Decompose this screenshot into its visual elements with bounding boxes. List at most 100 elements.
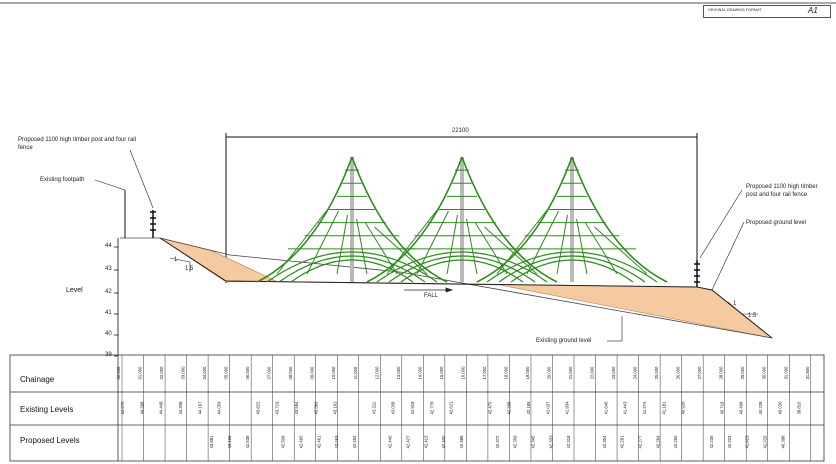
- chainage-value: 04.000: [202, 366, 207, 379]
- drawing-format-value: A1: [808, 6, 818, 15]
- net-arch: [400, 259, 524, 283]
- table-columns: 00.000 01.000 02.000 03.000 04.000 05.000 06.0…: [116, 355, 812, 461]
- net-mesh: [484, 226, 538, 275]
- climbing-net-structure: [256, 156, 668, 283]
- level-axis-label: Level: [66, 287, 83, 294]
- chainage-value: 30.000: [762, 366, 767, 379]
- proposed-level-value: 42.291: [620, 435, 625, 448]
- proposed-level-value: 42.264: [655, 435, 660, 448]
- proposed-ground-note: Proposed ground level: [746, 220, 807, 226]
- proposed-level-value: 42.461: [316, 435, 321, 448]
- proposed-level-value: 43.881: [209, 435, 214, 448]
- proposed-level-value: 42.304: [602, 435, 607, 448]
- net-arch: [266, 251, 438, 283]
- existing-level-value: 44.398: [139, 401, 144, 414]
- proposed-level-value: 42.538: [245, 435, 250, 448]
- existing-level-value: 43.822: [255, 401, 260, 414]
- slope-label-left: 1.5: [185, 266, 194, 272]
- existing-level-value: 43.058: [391, 401, 396, 414]
- net-arch: [388, 255, 536, 283]
- proposed-level-value: 42.250: [673, 435, 678, 448]
- net-mesh: [466, 218, 478, 275]
- chainage-value: 15.000: [439, 366, 444, 379]
- existing-level-value: 43.191: [333, 401, 338, 414]
- chainage-value: 00.000: [116, 366, 121, 379]
- existing-level-value: 42.621: [449, 401, 454, 414]
- chainage-value: 01.000: [138, 366, 143, 379]
- net-mesh: [386, 206, 440, 275]
- proposed-ground-leader: [711, 221, 745, 291]
- proposed-level-value: 42.463: [334, 435, 339, 448]
- proposed-level-value: 41.020: [762, 435, 767, 448]
- net-arch: [278, 255, 426, 283]
- existing-level-value: 41.274: [642, 401, 647, 414]
- chainage-value: 02.000: [159, 366, 164, 379]
- proposed-level-value: 42.454: [352, 435, 357, 448]
- chainage-value: 13.000: [396, 366, 401, 379]
- net-arch: [510, 259, 634, 283]
- footpath-note: Existing footpath: [40, 177, 85, 183]
- title-block: [703, 5, 831, 18]
- proposed-level-value: 42.508: [281, 435, 286, 448]
- chainage-value: 23.000: [611, 366, 616, 379]
- fence-right-leader: [699, 189, 743, 259]
- drawing-format-label: ORIGINAL DRAWING FORMAT: [708, 8, 762, 12]
- fence-right: [694, 260, 700, 287]
- slope-label-right: 1.5: [748, 313, 757, 319]
- chainage-value: 29.000: [740, 366, 745, 379]
- existing-level-value: 42.037: [545, 401, 550, 414]
- chainage-value: 03.000: [181, 366, 186, 379]
- proposed-level-value: 42.345: [530, 435, 535, 448]
- chainage-value: 17.000: [482, 366, 487, 379]
- slope-indicator-left: [169, 257, 191, 272]
- proposed-level-value: 42.465: [298, 435, 303, 448]
- net-mesh: [276, 206, 330, 275]
- existing-level-value: 40.498: [739, 401, 744, 414]
- chainage-value: 05.000: [224, 366, 229, 379]
- existing-level-value: 44.670: [120, 401, 125, 414]
- chainage-value: 16.000: [460, 366, 465, 379]
- chainage-value: 12.000: [374, 366, 379, 379]
- existing-level-value: 43.360: [313, 401, 318, 414]
- proposed-level-value: 42.440: [388, 435, 393, 448]
- net-mesh: [374, 226, 428, 275]
- existing-level-value: 42.185: [526, 401, 531, 414]
- footpath-leader: [94, 179, 126, 191]
- chainage-value: 26.000: [676, 366, 681, 379]
- net-mesh: [556, 214, 568, 275]
- proposed-level-value: 43.168: [227, 435, 232, 448]
- existing-level-value: 39.810: [797, 401, 802, 414]
- chainage-value: 11.000: [353, 366, 358, 379]
- chainage-value: 25.000: [654, 366, 659, 379]
- net-mesh: [356, 218, 368, 275]
- existing-level-value: 40.928: [681, 401, 686, 414]
- chainage-value: 31.800: [805, 366, 810, 379]
- existing-level-value: 43.719: [275, 401, 280, 414]
- row-label-existing: Existing Levels: [20, 405, 74, 414]
- existing-level-value: 40.718: [719, 401, 724, 414]
- level-tick: 42: [105, 289, 112, 295]
- net-arch: [498, 255, 646, 283]
- existing-level-value: 42.918: [410, 401, 415, 414]
- level-axis: [114, 238, 119, 357]
- proposed-level-value: 42.318: [566, 435, 571, 448]
- chainage-value: 06.000: [245, 366, 250, 379]
- proposed-level-value: 42.413: [423, 435, 428, 448]
- chainage-value: 31.000: [783, 366, 788, 379]
- proposed-level-value: 42.359: [513, 435, 518, 448]
- chainage-value: 27.000: [697, 366, 702, 379]
- existing-level-value: 43.594: [294, 401, 299, 414]
- fence-left: [150, 210, 156, 238]
- net-mesh: [526, 210, 559, 275]
- chainage-value: 09.000: [310, 366, 315, 379]
- data-table-grid: [9, 354, 825, 462]
- proposed-level-value: 42.236: [709, 435, 714, 448]
- chainage-value: 20.000: [546, 366, 551, 379]
- slope-indicator-right: [727, 301, 758, 315]
- slope-one-right: 1: [733, 301, 737, 307]
- existing-level-value: 41.646: [603, 401, 608, 414]
- net-mesh: [496, 206, 550, 275]
- chainage-value: 19.000: [525, 366, 530, 379]
- existing-level-value: 44.167: [197, 401, 202, 414]
